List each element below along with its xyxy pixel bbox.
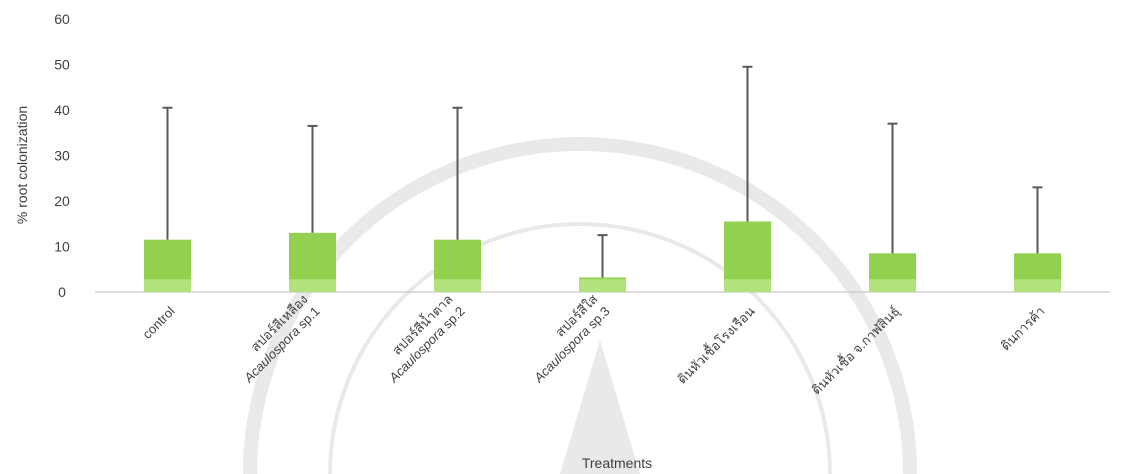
y-axis-ticks: 0 10 20 30 40 50 60	[54, 11, 70, 300]
bar-base-band	[869, 279, 916, 292]
x-tick-label-line: ดินการค้า	[998, 304, 1048, 354]
y-tick-label: 0	[58, 284, 66, 300]
y-tick-label: 30	[54, 148, 70, 164]
y-tick-label: 10	[54, 239, 70, 255]
x-axis-title: Treatments	[582, 455, 652, 471]
y-tick-label: 40	[54, 102, 70, 118]
watermark-seal	[243, 137, 917, 474]
y-axis-title: % root colonization	[14, 106, 30, 224]
bar-base-band	[144, 279, 191, 292]
x-tick-label-line: ดินหัวเชื้อโรงเรือน	[673, 302, 758, 387]
y-tick-label: 60	[54, 11, 70, 27]
bar-base-band	[579, 279, 626, 292]
y-tick-label: 50	[54, 57, 70, 73]
error-bars	[162, 65, 1043, 278]
x-tick-label: control	[139, 303, 177, 341]
x-tick-label: ดินหัวเชื้อโรงเรือน	[673, 302, 758, 387]
bar-base-band	[289, 279, 336, 292]
y-tick-label: 20	[54, 193, 70, 209]
bars	[144, 221, 1061, 292]
bar-base-band	[1014, 279, 1061, 292]
x-tick-label-line: control	[139, 303, 177, 341]
bar-base-band	[724, 279, 771, 292]
x-tick-label: ดินการค้า	[998, 304, 1048, 354]
bar-base-band	[434, 279, 481, 292]
